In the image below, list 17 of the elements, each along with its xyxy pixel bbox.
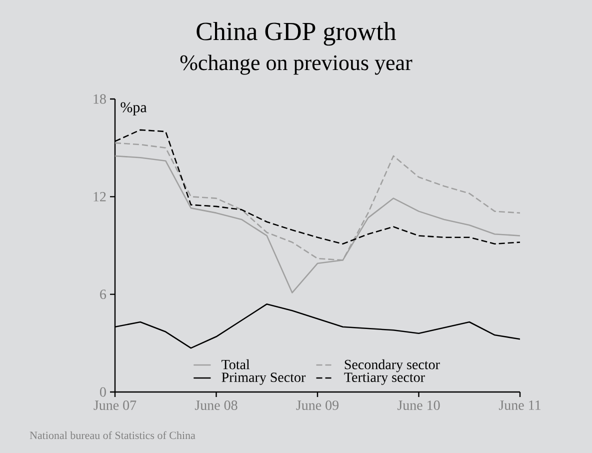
x-tick-label: June 07 — [94, 400, 136, 410]
text: National bureau of Statistics of China — [30, 431, 196, 440]
x-tick-label: June 08 — [194, 400, 238, 410]
y-tick-label: 6 — [100, 290, 106, 300]
legend-label: Primary Sector — [222, 372, 306, 385]
legend-label: Total — [222, 359, 250, 370]
legend-label: Secondary sector — [344, 359, 440, 372]
chart-subtitle: %change on previous year — [180, 54, 412, 75]
x-tick-label: June 09 — [296, 400, 338, 410]
legend-label: Tertiary sector — [344, 372, 425, 385]
y-tick-label: 0 — [100, 387, 106, 397]
y-tick-label: 12 — [94, 192, 106, 202]
x-tick-label: June 11 — [498, 400, 540, 410]
y-axis-title: %pa — [120, 102, 147, 116]
y-tick-label: 18 — [94, 94, 106, 104]
chart-title: China GDP growth — [196, 22, 396, 46]
x-tick-label: June 10 — [397, 400, 440, 410]
